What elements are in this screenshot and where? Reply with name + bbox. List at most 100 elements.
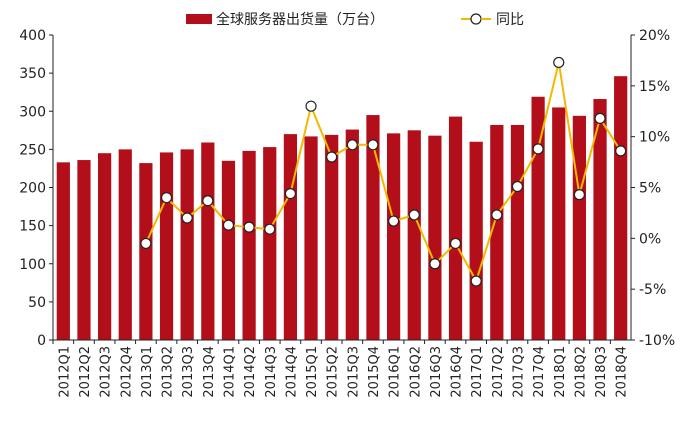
y-right-tick-label: 10% (639, 130, 670, 146)
x-tick-label: 2017Q1 (470, 346, 485, 398)
yoy-point-2015Q4 (367, 139, 379, 151)
y-left-tick-label: 0 (37, 333, 46, 349)
x-tick-label: 2018Q1 (553, 346, 568, 398)
bar-2018Q3 (593, 99, 607, 340)
x-tick-label: 2018Q4 (615, 346, 630, 398)
x-tick-label: 2017Q4 (532, 346, 547, 398)
yoy-point-2013Q2 (160, 192, 173, 204)
yoy-point-2016Q4 (449, 237, 462, 250)
x-tick-label: 2017Q2 (491, 346, 506, 398)
x-tick-label: 2018Q2 (573, 346, 588, 398)
x-tick-label: 2016Q2 (408, 346, 423, 398)
bar-2013Q4 (201, 142, 215, 340)
x-tick-label: 2013Q1 (140, 346, 155, 398)
y-left-tick-label: 250 (19, 142, 46, 158)
y-left-tick-label: 50 (28, 295, 46, 311)
yoy-point-2014Q3 (264, 223, 276, 235)
y-right-tick-label: -5% (639, 282, 666, 298)
x-tick-label: 2018Q3 (594, 346, 609, 398)
x-tick-label: 2015Q2 (326, 346, 341, 398)
x-tick-label: 2017Q3 (511, 346, 526, 398)
yoy-point-2015Q3 (346, 139, 358, 151)
y-right-tick-label: 15% (639, 79, 670, 95)
yoy-point-2016Q2 (408, 209, 420, 221)
yoy-point-2018Q1 (553, 56, 565, 69)
yoy-point-2016Q3 (429, 258, 441, 270)
yoy-point-2015Q2 (326, 151, 338, 163)
bar-2012Q2 (77, 160, 91, 340)
yoy-point-2016Q1 (388, 215, 400, 227)
bar-2017Q3 (510, 124, 525, 340)
yoy-point-2018Q3 (594, 112, 606, 124)
yoy-point-2013Q3 (181, 212, 193, 224)
bar-2015Q3 (345, 129, 359, 340)
y-left-tick-label: 350 (19, 66, 46, 82)
bar-2018Q4 (614, 76, 628, 341)
x-tick-label: 2015Q4 (367, 346, 382, 398)
y-left-tick-label: 300 (19, 104, 46, 120)
yoy-point-2015Q1 (305, 100, 317, 112)
legend-bar-swatch (186, 14, 212, 24)
yoy-point-2017Q4 (532, 143, 544, 155)
bar-2017Q1 (469, 141, 483, 340)
bar-2016Q2 (407, 130, 421, 340)
bar-2015Q1 (304, 136, 318, 340)
x-tick-label: 2012Q3 (99, 346, 114, 398)
y-right-tick-label: 0% (639, 231, 661, 247)
bar-2016Q1 (387, 133, 401, 340)
bar-2013Q3 (180, 149, 194, 340)
y-left-tick-label: 200 (19, 181, 46, 197)
yoy-point-2017Q2 (491, 209, 503, 221)
x-tick-label: 2012Q2 (78, 346, 93, 398)
bar-2012Q4 (118, 149, 132, 340)
yoy-point-2014Q2 (243, 221, 255, 233)
y-right-tick-label: -10% (639, 333, 675, 349)
bar-2013Q1 (139, 163, 153, 340)
bar-2017Q2 (490, 124, 504, 340)
yoy-point-2014Q4 (284, 188, 296, 200)
yoy-point-2013Q4 (202, 195, 214, 207)
x-tick-label: 2014Q3 (264, 346, 279, 398)
x-tick-label: 2014Q1 (222, 346, 237, 398)
x-tick-label: 2016Q3 (429, 346, 444, 398)
legend-bar-label: 全球服务器出货量（万台） (216, 11, 384, 28)
x-tick-label: 2013Q3 (181, 346, 196, 398)
bar-2013Q2 (159, 152, 174, 340)
yoy-point-2014Q1 (222, 219, 235, 231)
bar-2014Q2 (242, 150, 256, 340)
bar-2015Q2 (325, 134, 339, 340)
bar-2018Q1 (552, 107, 566, 340)
plot-area: 0 50 100 150 200 250 300 350 400 -10% -5% 0% 5% 10% 15… (19, 28, 675, 398)
bar-2016Q4 (448, 116, 463, 341)
yoy-point-2017Q1 (470, 275, 482, 287)
x-tick-label: 2012Q4 (119, 346, 134, 398)
yoy-point-2018Q4 (615, 145, 627, 157)
x-tick-label: 2015Q1 (305, 346, 320, 398)
legend-line-marker (470, 13, 482, 25)
x-tick-label: 2014Q4 (284, 346, 299, 398)
x-tick-label: 2015Q3 (346, 346, 361, 398)
y-left-tick-label: 150 (19, 219, 46, 235)
y-left-tick-label: 100 (19, 257, 46, 273)
bar-2014Q3 (263, 147, 277, 340)
y-right-tick-label: 20% (639, 28, 670, 44)
bar-2012Q3 (98, 153, 112, 340)
legend-line-label: 同比 (496, 12, 524, 28)
bar-2012Q1 (56, 162, 70, 340)
bar-2016Q3 (428, 135, 442, 340)
x-tick-label: 2016Q4 (450, 346, 465, 398)
x-tick-label: 2013Q2 (161, 346, 176, 398)
yoy-line (144, 62, 622, 284)
yoy-point-2017Q3 (511, 180, 524, 193)
legend: 全球服务器出货量（万台） 同比 (186, 11, 524, 28)
bar-2015Q4 (366, 115, 380, 340)
y-right-tick-label: 5% (639, 181, 661, 197)
x-tick-label: 2014Q2 (243, 346, 258, 398)
yoy-point-2018Q2 (573, 189, 585, 201)
y-left-tick-label: 400 (19, 28, 46, 44)
x-tick-label: 2012Q1 (57, 346, 72, 398)
bar-2014Q1 (221, 160, 236, 340)
x-tick-label: 2013Q4 (202, 346, 217, 398)
yoy-point-2013Q1 (140, 237, 152, 250)
